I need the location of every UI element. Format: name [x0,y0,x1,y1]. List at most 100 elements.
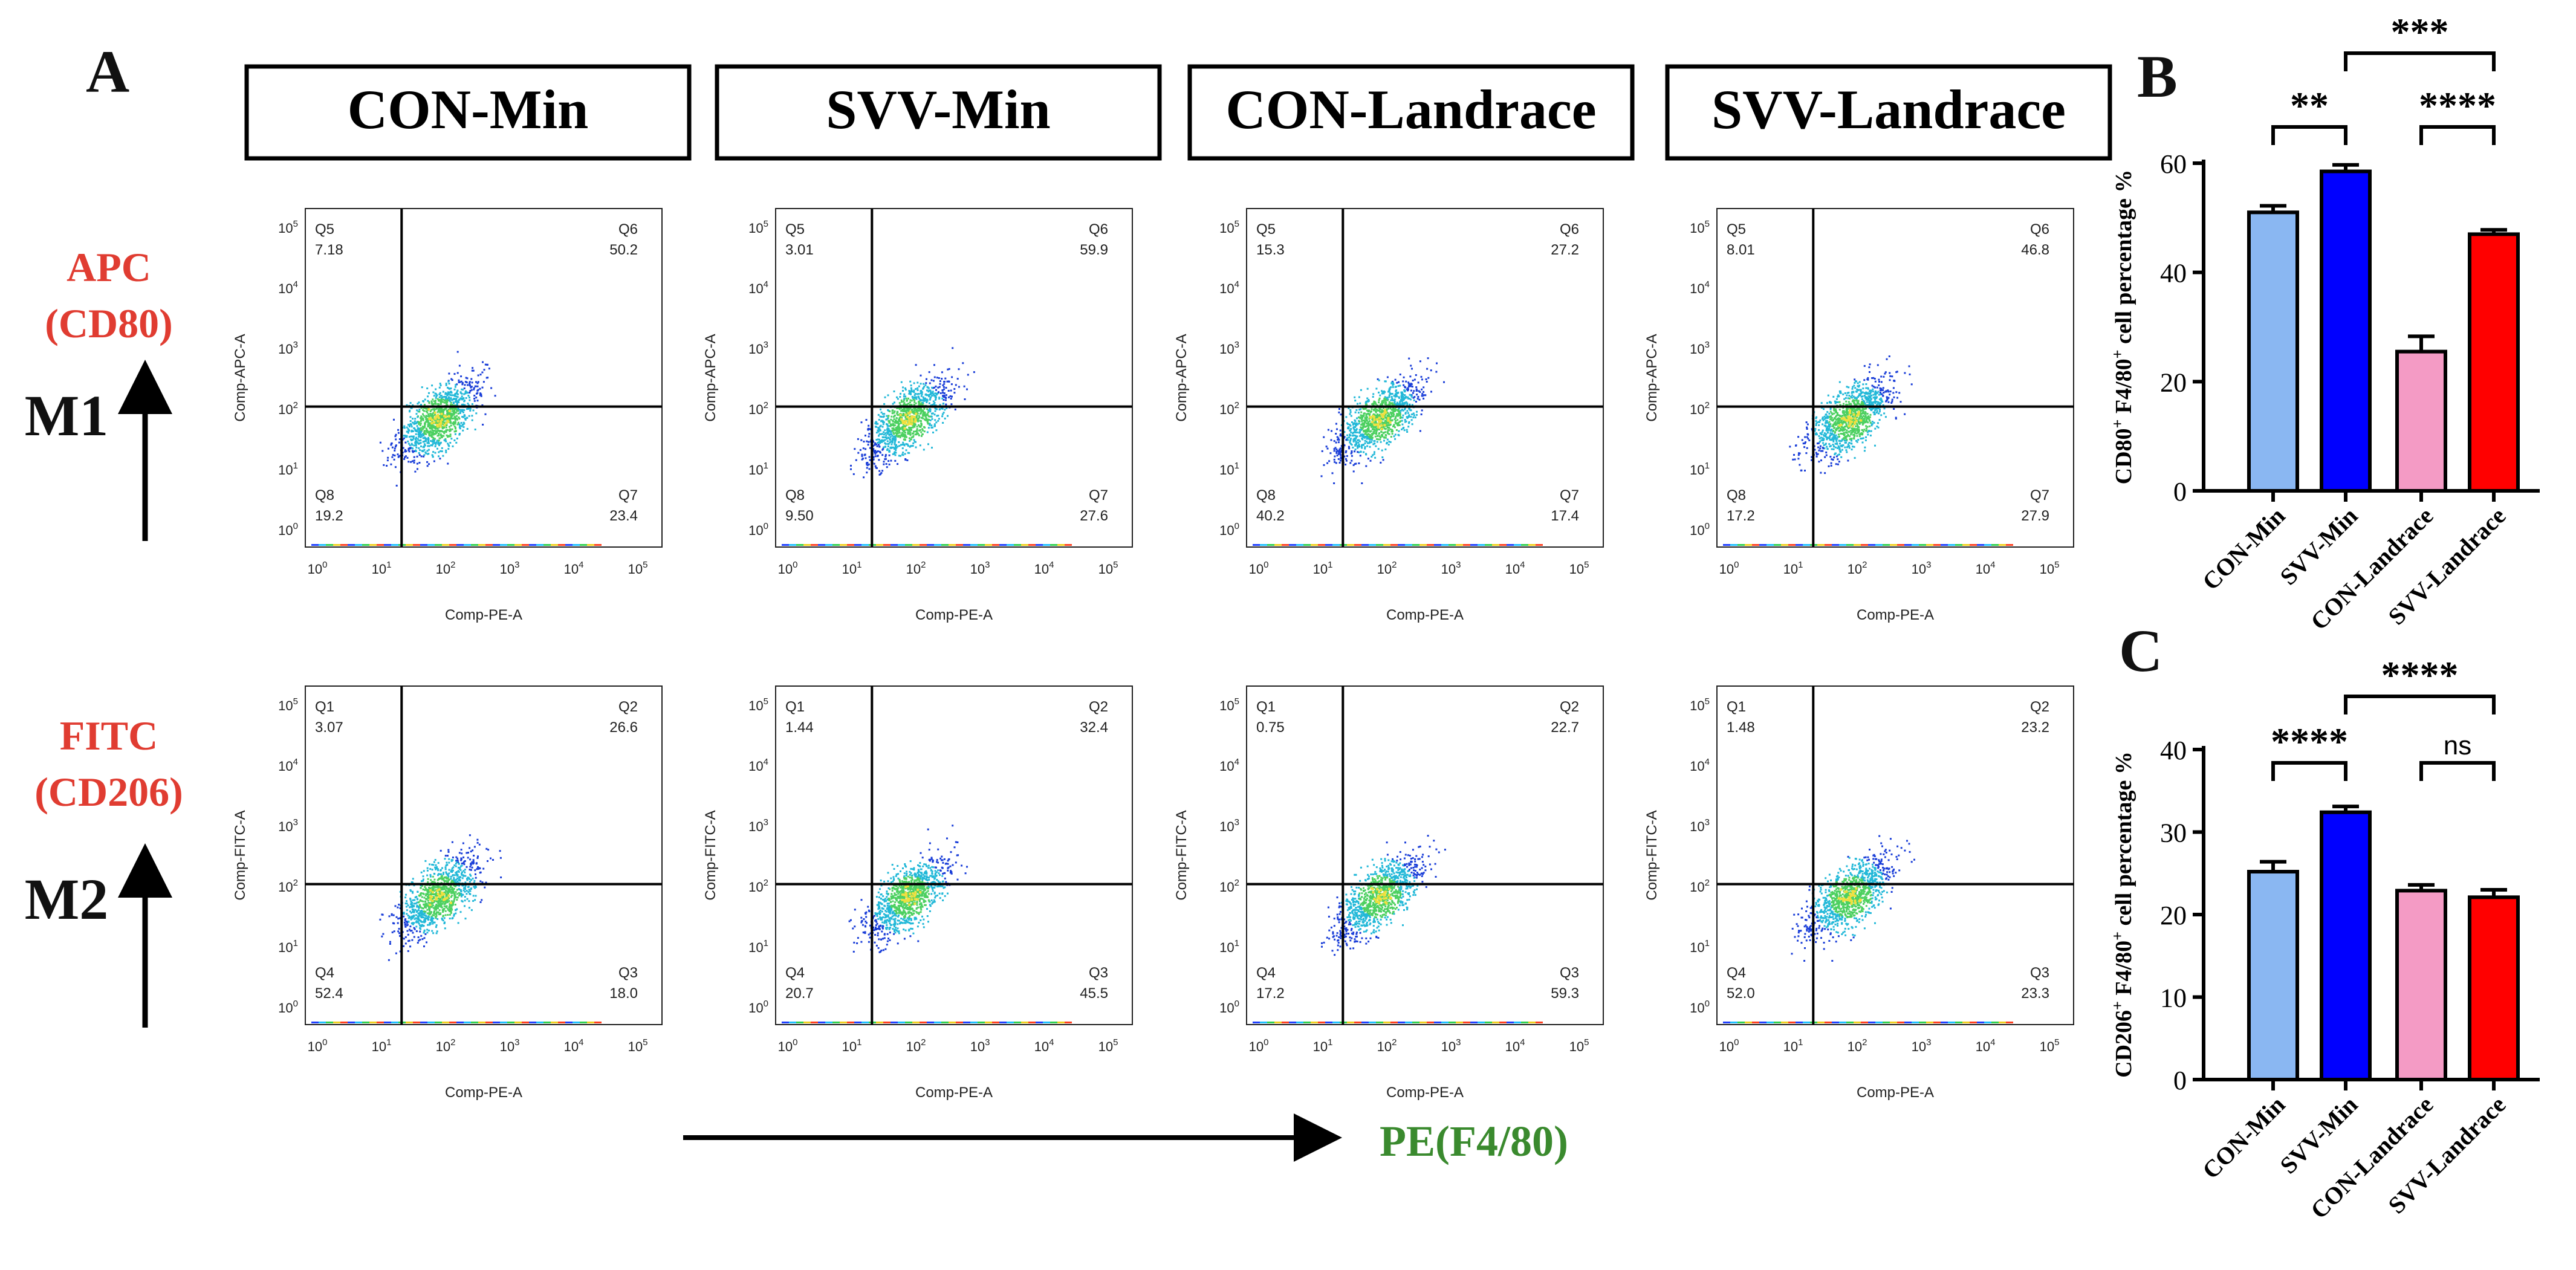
event-dot [1361,420,1363,423]
event-dot [1377,378,1379,380]
event-dot [893,418,895,420]
event-dot [1806,436,1808,438]
event-dot [1848,427,1850,429]
event-dot [1797,458,1800,460]
event-dot [1407,397,1409,400]
event-dot [1878,398,1881,401]
event-dot [859,449,861,451]
event-dot [910,438,912,441]
event-dot [886,429,889,432]
event-dot [431,454,433,456]
event-dot [1359,435,1361,437]
event-dot [902,434,904,436]
event-dot [1835,398,1838,400]
event-dot [1843,432,1845,434]
event-dot [1839,442,1841,445]
event-dot [447,448,450,450]
event-dot [1767,544,1774,546]
event-dot [415,436,417,439]
event-dot [1863,418,1866,420]
event-dot [868,435,870,438]
event-dot [931,386,933,389]
event-dot [910,387,912,389]
event-dot [1855,414,1858,417]
event-dot [1848,386,1850,389]
event-dot [888,425,891,427]
event-dot [886,433,889,435]
event-dot [1889,390,1892,393]
event-dot [432,412,435,414]
event-dot [903,403,905,406]
event-dot [943,388,946,390]
event-dot [449,442,452,444]
event-dot [1409,407,1411,410]
event-dot [435,427,437,430]
event-dot [920,404,923,406]
event-dot [917,420,920,422]
event-dot [920,407,922,409]
event-dot [895,447,898,449]
y-tick-label: 102 [748,400,768,417]
event-dot [1806,447,1808,449]
event-dot [499,850,501,852]
event-dot [1427,357,1429,360]
event-dot [913,382,915,384]
event-dot [1824,456,1826,458]
event-dot [948,368,950,370]
event-dot [440,422,443,425]
event-dot [893,437,895,439]
event-dot [1886,396,1888,398]
event-dot [1373,423,1376,426]
event-dot [1880,387,1883,390]
panel-letter-a: A [86,38,129,105]
event-dot [430,434,432,436]
event-dot [1349,411,1352,413]
event-dot [421,386,423,389]
plot-frame [775,208,1133,548]
event-dot [1836,438,1838,440]
event-dot [416,409,418,412]
event-dot [1869,399,1872,401]
event-dot [439,392,441,394]
event-dot [1832,440,1835,442]
event-dot [1866,393,1869,395]
event-dot [1831,432,1833,435]
event-dot [1850,417,1853,420]
event-dot [1864,416,1866,418]
event-dot [1829,432,1832,435]
event-dot [912,410,915,412]
x-tick-label: 103 [970,560,990,577]
event-dot [942,396,945,398]
event-dot [891,447,893,449]
event-dot [1388,401,1390,403]
event-dot [1372,426,1375,429]
event-dot [1352,432,1355,433]
event-dot [430,444,432,446]
event-dot [1723,544,1730,546]
event-dot [405,906,407,908]
event-dot [1887,390,1890,393]
event-dot [424,437,427,439]
event-dot [896,407,898,409]
event-dot [913,419,915,421]
event-dot [441,416,443,419]
event-dot [898,420,901,423]
quadrant-name: Q5 [1256,221,1276,238]
event-dot [443,398,445,401]
event-dot [407,428,409,430]
event-dot [1815,424,1817,426]
event-dot [1361,438,1364,441]
event-dot [898,544,905,546]
event-dot [395,438,397,441]
event-dot [1363,412,1366,415]
event-dot [1856,423,1858,425]
event-dot [470,386,472,389]
event-dot [917,407,920,410]
event-dot [942,395,944,397]
event-dot [1852,430,1855,433]
event-dot [1375,387,1378,390]
quadrant-name: Q5 [1727,221,1746,238]
event-dot [930,396,932,398]
event-dot [452,407,454,409]
event-dot [1858,410,1860,413]
